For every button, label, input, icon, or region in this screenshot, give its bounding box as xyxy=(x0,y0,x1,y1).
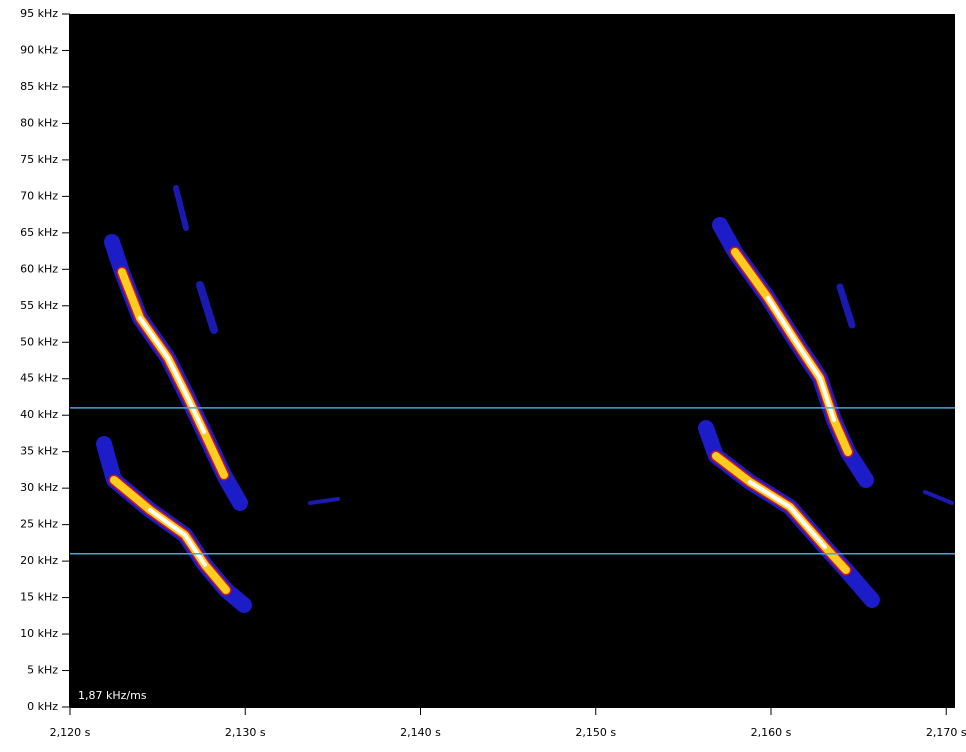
y-tick-label: 60 kHz xyxy=(20,262,58,275)
faint-trace xyxy=(836,283,856,329)
y-tick-label: 70 kHz xyxy=(20,189,58,202)
x-tick-label: 2,160 s xyxy=(751,726,792,739)
y-tick-label: 10 kHz xyxy=(20,627,58,640)
y-tick-label: 30 kHz xyxy=(20,481,58,494)
y-tick-label: 45 kHz xyxy=(20,372,58,385)
call-trace xyxy=(148,508,207,567)
y-tick-label: 75 kHz xyxy=(20,153,58,166)
x-tick-label: 2,170 s xyxy=(926,726,966,739)
call-trace xyxy=(766,296,836,422)
faint-trace xyxy=(173,185,189,231)
y-tick-label: 55 kHz xyxy=(20,299,58,312)
annotation: 1,87 kHz/ms xyxy=(78,689,147,702)
faint-trace xyxy=(923,490,954,505)
x-tick-label: 2,140 s xyxy=(400,726,441,739)
y-tick-label: 15 kHz xyxy=(20,591,58,604)
y-tick-label: 95 kHz xyxy=(20,7,58,20)
x-tick-label: 2,130 s xyxy=(225,726,266,739)
call-trace xyxy=(138,316,206,434)
y-tick-label: 5 kHz xyxy=(27,664,58,677)
y-tick-label: 20 kHz xyxy=(20,554,58,567)
y-tick-label: 0 kHz xyxy=(27,700,58,713)
y-tick-label: 50 kHz xyxy=(20,335,58,348)
y-tick-label: 40 kHz xyxy=(20,408,58,421)
faint-trace xyxy=(196,281,218,334)
faint-trace xyxy=(308,497,340,505)
y-tick-label: 25 kHz xyxy=(20,518,58,531)
x-tick-label: 2,120 s xyxy=(50,726,91,739)
call-traces xyxy=(96,185,954,613)
y-tick-label: 80 kHz xyxy=(20,116,58,129)
plot-area xyxy=(70,14,955,707)
y-tick-label: 65 kHz xyxy=(20,226,58,239)
y-tick-label: 35 kHz xyxy=(20,445,58,458)
x-tick-label: 2,150 s xyxy=(575,726,616,739)
y-tick-label: 85 kHz xyxy=(20,80,58,93)
call-trace xyxy=(748,480,827,549)
y-tick-label: 90 kHz xyxy=(20,43,58,56)
